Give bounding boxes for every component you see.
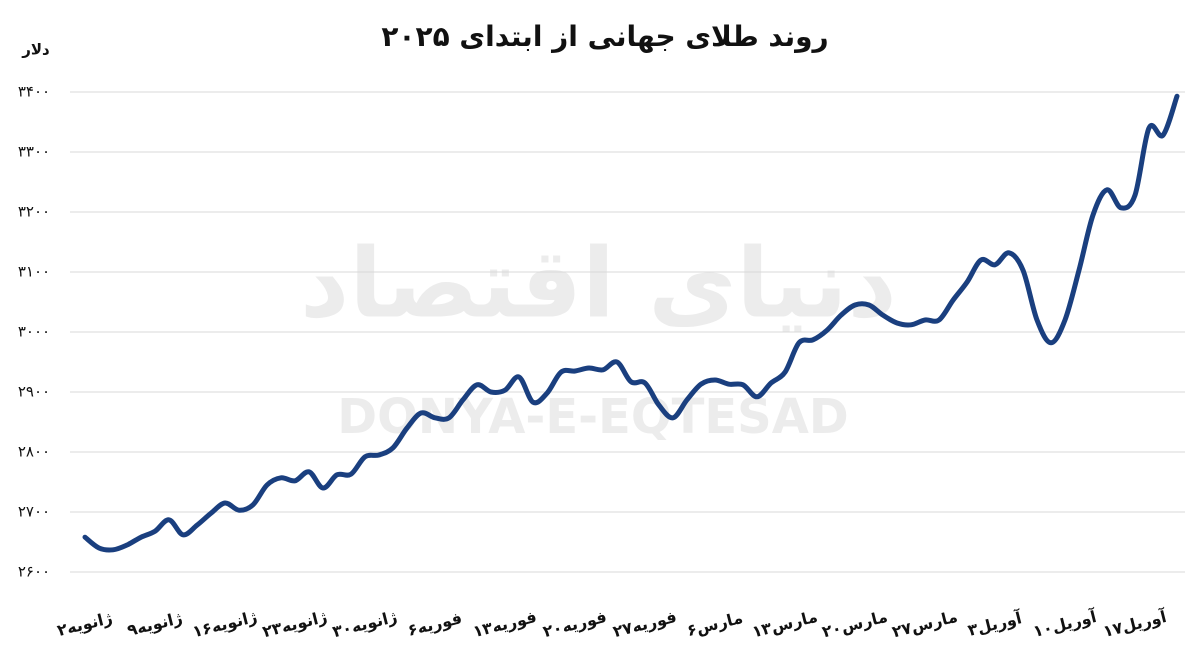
x-tick-label: ۱۳فوریه	[471, 607, 539, 641]
watermark: دنیای اقتصاد	[300, 227, 897, 339]
price-line	[82, 93, 1180, 553]
x-tick-label: ۱۷آوریل	[1101, 606, 1169, 641]
x-tick-label: ۱۳مارس	[750, 607, 819, 642]
x-tick-label: ۶فوریه	[406, 608, 464, 640]
chart-title: روند طلای جهانی از ابتدای ۲۰۲۵	[381, 20, 828, 53]
x-tick-label: ۱۶ژانویه	[190, 607, 259, 641]
x-tick-label: ۱۰آوریل	[1031, 606, 1099, 641]
y-axis-label: دلار	[21, 41, 50, 59]
x-tick-label: ۲۳ژانویه	[260, 607, 329, 641]
x-tick-label: ۲۷مارس	[890, 607, 959, 642]
x-tick-label: ۲۰فوریه	[541, 607, 609, 641]
y-tick-label: ۳۲۰۰	[18, 203, 50, 221]
x-tick-label: ۳۰ژانویه	[330, 607, 399, 641]
y-tick-label: ۳۰۰۰	[18, 323, 50, 341]
x-tick-label: ۳آوریل	[966, 607, 1024, 640]
x-tick-label: ۹ژانویه	[125, 608, 184, 640]
watermark: DONYA-E-EQTESAD	[337, 389, 848, 445]
y-tick-label: ۲۷۰۰	[18, 503, 50, 521]
x-tick-label: ۶مارس	[685, 608, 745, 640]
x-tick-label: ۲۰مارس	[820, 607, 889, 642]
x-tick-label: ۲۷فوریه	[611, 607, 679, 641]
y-tick-label: ۳۳۰۰	[18, 143, 50, 161]
y-tick-label: ۲۸۰۰	[18, 443, 50, 461]
x-tick-label: ۲ژانویه	[55, 608, 114, 640]
y-tick-label: ۳۱۰۰	[18, 263, 50, 281]
y-tick-label: ۳۴۰۰	[18, 83, 50, 101]
y-tick-label: ۲۶۰۰	[18, 563, 50, 581]
y-tick-label: ۲۹۰۰	[18, 383, 50, 401]
